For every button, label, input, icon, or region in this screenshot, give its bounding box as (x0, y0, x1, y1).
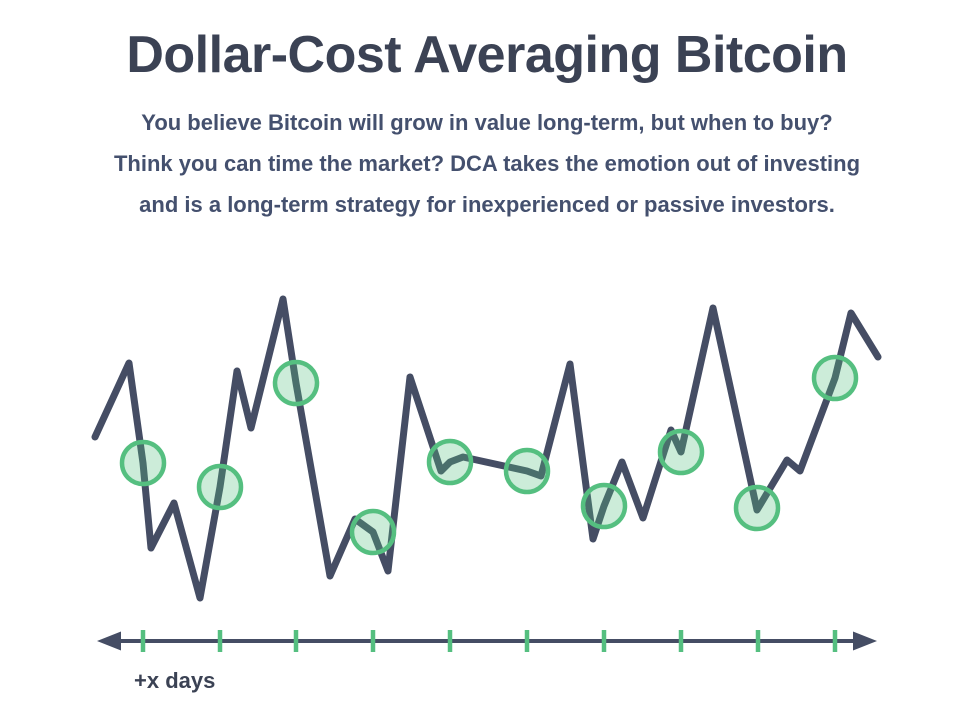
axis-arrow-right-icon (853, 631, 877, 651)
subtitle-line-1: You believe Bitcoin will grow in value l… (141, 110, 833, 135)
price-line (91, 295, 882, 602)
buy-marker (580, 482, 628, 530)
x-axis-label: +x days (134, 668, 216, 693)
buy-marker (119, 439, 167, 487)
buy-marker (272, 359, 320, 407)
buy-marker (349, 508, 397, 556)
buy-marker (811, 354, 859, 402)
buy-marker (657, 428, 705, 476)
subtitle: You believe Bitcoin will grow in value l… (0, 110, 974, 233)
buy-marker (426, 438, 474, 486)
buy-marker (196, 463, 244, 511)
buy-marker (733, 484, 781, 532)
subtitle-line-2: Think you can time the market? DCA takes… (113, 151, 861, 176)
buy-marker (503, 447, 551, 495)
page-title: Dollar-Cost Averaging Bitcoin (126, 26, 848, 84)
axis-arrow-left-icon (97, 631, 121, 651)
subtitle-line-3: and is a long-term strategy for inexperi… (139, 192, 835, 217)
